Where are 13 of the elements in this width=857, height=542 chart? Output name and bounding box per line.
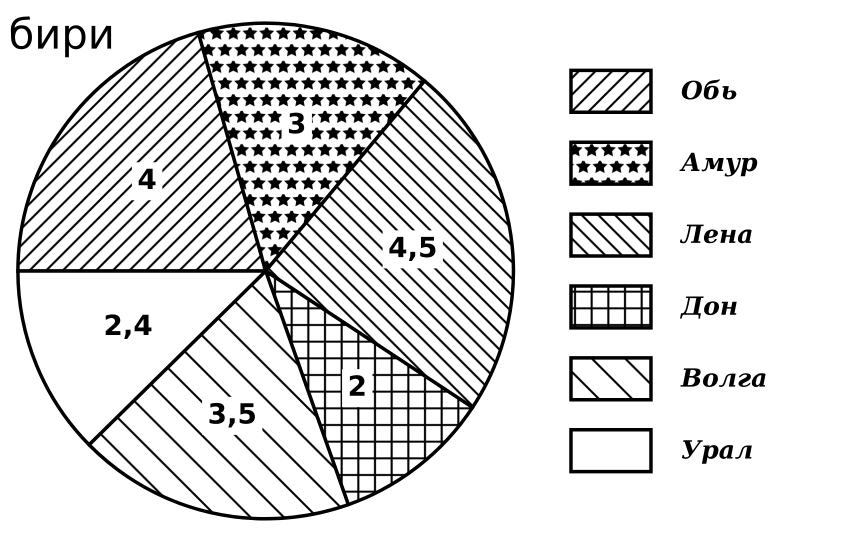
- legend-label: Волга: [680, 368, 766, 387]
- legend-label: Урал: [682, 440, 752, 464]
- legend-label: Лена: [680, 224, 752, 244]
- data-label: 4: [138, 168, 156, 189]
- legend-label: Дон: [680, 296, 737, 319]
- data-label: 2,4: [106, 314, 152, 339]
- data-label: 4,5: [389, 236, 436, 262]
- legend-label: Амур: [679, 152, 758, 177]
- chart-title: бири: [10, 16, 112, 58]
- data-label: 3,5: [210, 402, 255, 428]
- legend-label: Обь: [682, 79, 736, 100]
- data-label: 3: [288, 112, 304, 134]
- data-label: 2: [350, 375, 365, 396]
